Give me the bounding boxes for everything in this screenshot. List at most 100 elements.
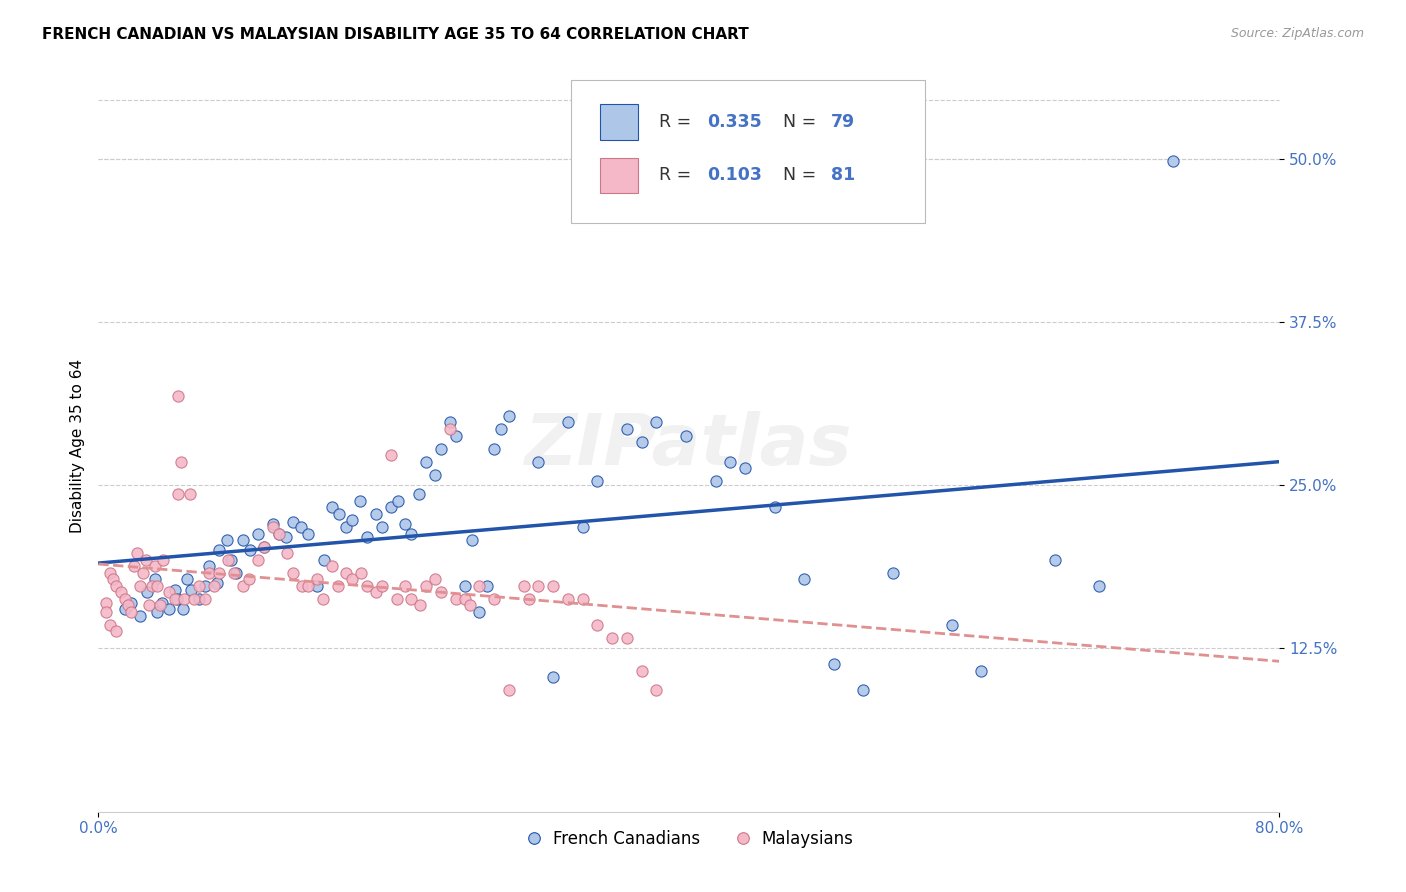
- Point: [165, 591, 187, 606]
- Point: [138, 599, 160, 613]
- Point: [444, 428, 467, 442]
- Point: [349, 494, 371, 508]
- Point: [120, 596, 142, 610]
- Point: [468, 579, 491, 593]
- Point: [734, 461, 756, 475]
- Point: [394, 579, 416, 593]
- Point: [356, 530, 378, 544]
- Point: [482, 442, 505, 456]
- Point: [430, 585, 453, 599]
- Text: R =: R =: [659, 113, 697, 131]
- Point: [232, 579, 254, 593]
- Point: [461, 533, 484, 547]
- Text: 79: 79: [831, 113, 855, 131]
- Point: [194, 591, 217, 606]
- Point: [114, 591, 136, 606]
- Point: [793, 572, 815, 586]
- Point: [291, 579, 314, 593]
- Point: [198, 559, 221, 574]
- Point: [571, 591, 593, 606]
- Point: [415, 455, 437, 469]
- Point: [290, 520, 312, 534]
- Point: [401, 591, 423, 606]
- Point: [103, 572, 125, 586]
- Point: [172, 602, 194, 616]
- Point: [146, 605, 169, 619]
- Point: [557, 416, 579, 430]
- Point: [232, 533, 254, 547]
- Point: [149, 599, 172, 613]
- Point: [173, 591, 195, 606]
- Point: [600, 631, 623, 645]
- Point: [143, 572, 166, 586]
- Point: [150, 596, 173, 610]
- Point: [225, 566, 247, 580]
- Point: [202, 579, 225, 593]
- Point: [675, 428, 697, 442]
- Point: [321, 559, 343, 574]
- Point: [180, 582, 202, 597]
- Point: [498, 409, 520, 423]
- Point: [167, 487, 190, 501]
- Point: [453, 591, 475, 606]
- Point: [297, 579, 319, 593]
- Point: [170, 455, 193, 469]
- Text: 0.103: 0.103: [707, 167, 762, 185]
- Point: [498, 683, 520, 698]
- Point: [217, 552, 239, 566]
- Point: [380, 448, 402, 462]
- Point: [143, 559, 166, 574]
- Point: [468, 605, 491, 619]
- Point: [557, 591, 579, 606]
- Point: [305, 579, 328, 593]
- Point: [125, 546, 148, 560]
- Point: [297, 526, 319, 541]
- Point: [1161, 154, 1184, 169]
- Point: [423, 467, 446, 482]
- Point: [246, 526, 269, 541]
- Point: [356, 579, 378, 593]
- Point: [453, 579, 475, 593]
- Point: [94, 596, 117, 610]
- Point: [208, 543, 231, 558]
- Point: [262, 517, 284, 532]
- Point: [262, 520, 284, 534]
- Point: [364, 507, 387, 521]
- Point: [314, 552, 336, 566]
- Point: [183, 591, 205, 606]
- Point: [98, 566, 121, 580]
- Point: [167, 389, 190, 403]
- Point: [823, 657, 845, 672]
- Point: [132, 566, 155, 580]
- Point: [238, 572, 260, 586]
- Point: [205, 576, 228, 591]
- Point: [586, 475, 609, 489]
- Point: [326, 579, 349, 593]
- Point: [335, 520, 357, 534]
- Point: [882, 566, 904, 580]
- Point: [157, 602, 180, 616]
- Point: [460, 599, 482, 613]
- Text: 81: 81: [831, 167, 855, 185]
- Point: [444, 591, 467, 606]
- Point: [194, 579, 217, 593]
- Point: [321, 500, 343, 515]
- Point: [512, 579, 534, 593]
- Point: [718, 455, 741, 469]
- Point: [94, 605, 117, 619]
- Text: N =: N =: [783, 167, 823, 185]
- Text: N =: N =: [783, 113, 823, 131]
- Point: [1088, 579, 1111, 593]
- Point: [335, 566, 357, 580]
- Point: [401, 526, 423, 541]
- Point: [645, 683, 668, 698]
- Point: [117, 599, 139, 613]
- Point: [527, 455, 550, 469]
- Point: [152, 552, 174, 566]
- Point: [120, 605, 142, 619]
- Point: [253, 540, 276, 554]
- Point: [409, 599, 432, 613]
- Point: [541, 579, 564, 593]
- Point: [224, 566, 246, 580]
- Point: [439, 422, 461, 436]
